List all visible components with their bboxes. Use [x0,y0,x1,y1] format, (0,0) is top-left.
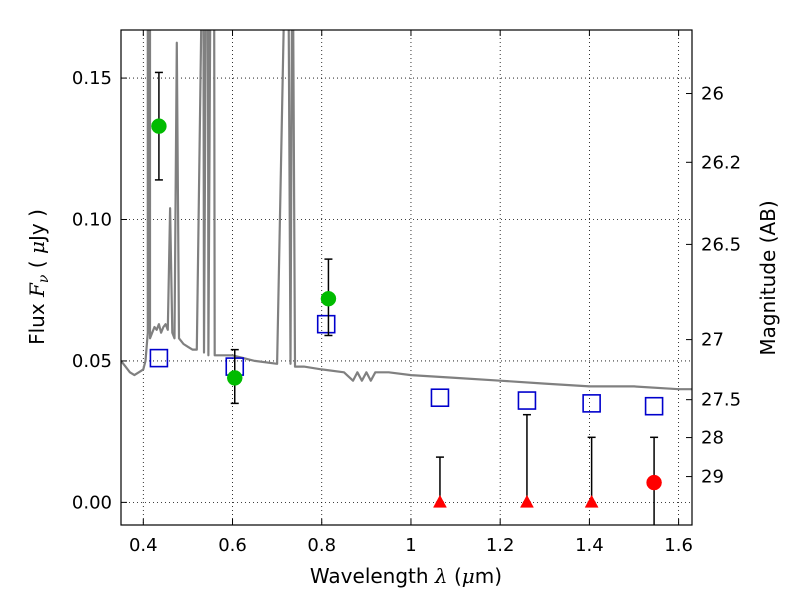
plot-frame [120,29,693,526]
x-tick-label: 1 [405,535,416,556]
model-point [316,314,336,334]
marker-layer [149,71,664,525]
upper-limit-point [584,494,599,508]
right-tick-label: 26.2 [701,152,741,173]
model-point [149,348,169,368]
spectrum-layer [121,30,692,391]
model-point [644,396,664,416]
x-tick-label: 0.6 [218,535,247,556]
ticks: 0.4 0.6 0.8 1 1.2 1.4 1.6 0.00 0.05 0.10 0.15 26 26.… [72,30,741,556]
y-tick-label: 0.15 [72,68,112,89]
model-point [582,394,601,413]
model-point [517,391,537,410]
grid [121,30,692,525]
y-axis-label: Flux Fν ( μJy ) [25,209,52,345]
right-tick-label: 27 [701,330,724,351]
right-tick-label: 26.5 [701,234,741,255]
right-tick-label: 29 [701,467,724,488]
upper-limit-point [433,494,447,508]
y-tick-label: 0.05 [72,351,112,372]
upper-limit-point [520,494,534,508]
x-tick-label: 1.4 [575,535,604,556]
data-point [151,118,167,134]
y-axis-right-label: Magnitude (AB) [756,200,780,355]
right-tick-label: 27.5 [701,390,741,411]
y-tick-label: 0.10 [72,210,112,231]
spectrum-line [121,30,692,391]
x-axis-label: Wavelength λ (μm) [310,564,502,588]
data-point [320,290,337,307]
y-tick-label: 0.00 [72,492,112,513]
x-tick-label: 0.4 [129,535,158,556]
x-tick-label: 1.6 [664,535,693,556]
data-point [227,370,243,386]
x-tick-label: 0.8 [307,535,336,556]
right-tick-label: 26 [701,84,724,105]
right-tick-label: 28 [701,428,724,449]
model-point [430,388,450,408]
x-tick-label: 1.2 [486,535,515,556]
data-point [646,474,662,491]
